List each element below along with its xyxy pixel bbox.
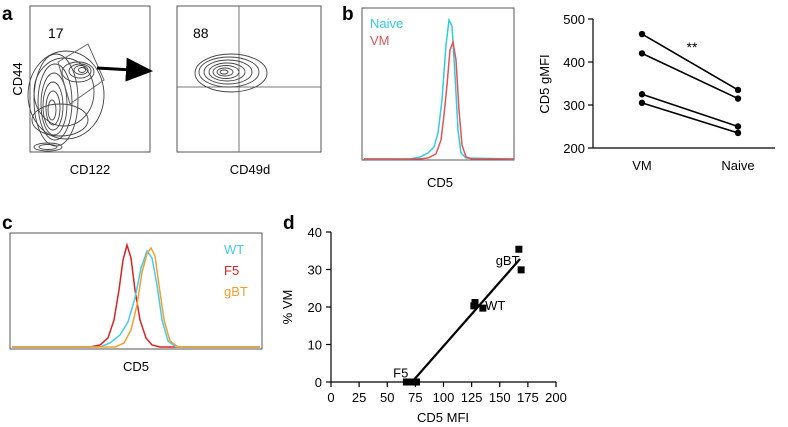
scatter-ytick-label: 10 bbox=[308, 338, 322, 353]
panel-c-hist-curve-wt bbox=[12, 249, 260, 348]
scatter-annotation-wt: WT bbox=[485, 298, 505, 313]
panel-a-plot2-xlabel: CD49d bbox=[230, 162, 270, 177]
paired-ytick-label: 500 bbox=[563, 12, 585, 27]
panel-a: a 17 CD44 CD122 bbox=[2, 4, 322, 177]
panel-b-paired-xtick-naive: Naive bbox=[721, 158, 754, 173]
panel-a-letter: a bbox=[2, 4, 13, 25]
panel-a-plot1-xlabel: CD122 bbox=[70, 162, 110, 177]
scatter-xtick-label: 200 bbox=[545, 390, 567, 405]
panel-b-histogram: b Naive VM CD5 bbox=[342, 4, 515, 190]
panel-a-arrow bbox=[96, 57, 153, 82]
scatter-point bbox=[402, 378, 410, 386]
panel-c-hist-curve-f5 bbox=[12, 242, 260, 348]
panel-a-plot2-contours bbox=[194, 53, 268, 93]
scatter-point bbox=[515, 245, 523, 253]
panel-b-letter: b bbox=[342, 4, 354, 25]
panel-d-fit-line bbox=[411, 258, 521, 383]
paired-point-pair-2-vm bbox=[638, 50, 646, 57]
panel-c-xlabel: CD5 bbox=[123, 359, 149, 374]
panel-b-legend-naive: Naive bbox=[370, 16, 403, 31]
paired-point-pair-3-naive bbox=[734, 123, 742, 130]
paired-line-pair-2 bbox=[641, 52, 739, 100]
scatter-point bbox=[517, 266, 525, 274]
scatter-xtick-label: 25 bbox=[352, 390, 366, 405]
panel-a-plot1-contours bbox=[27, 50, 105, 152]
paired-point-pair-2-naive bbox=[734, 95, 742, 102]
scatter-ytick-label: 40 bbox=[308, 225, 322, 240]
paired-ytick-label: 200 bbox=[563, 141, 585, 156]
scatter-annotation-f5: F5 bbox=[393, 366, 408, 381]
panel-a-gate-cd122 bbox=[57, 43, 105, 105]
paired-line-pair-1 bbox=[641, 33, 739, 91]
panel-d-scatter: d 0 25 50 75 100 125 150 175 200 0 10 20 30 40 F5 WT gB… bbox=[280, 213, 567, 425]
paired-point-pair-4-naive bbox=[734, 129, 742, 137]
paired-ytick-label: 400 bbox=[563, 55, 585, 70]
panel-b-hist-frame bbox=[361, 7, 515, 161]
panel-a-plot2-frame bbox=[176, 5, 322, 153]
panel-c-letter: c bbox=[2, 213, 13, 234]
scatter-ytick-label: 0 bbox=[315, 375, 322, 390]
paired-line-pair-3 bbox=[641, 93, 739, 128]
scatter-xtick-label: 150 bbox=[489, 390, 511, 405]
scatter-xtick-label: 100 bbox=[433, 390, 455, 405]
panel-b-hist-xlabel: CD5 bbox=[427, 175, 453, 190]
scatter-xtick-label: 75 bbox=[408, 390, 422, 405]
panel-b-paired-annotation: ** bbox=[687, 39, 698, 55]
panel-a-gate-percent-2: 88 bbox=[193, 25, 209, 41]
scatter-annotation-gbt: gBT bbox=[496, 253, 520, 268]
panel-b-legend-vm: VM bbox=[370, 33, 390, 48]
scatter-point bbox=[471, 299, 479, 306]
panel-b-hist-curve-vm bbox=[364, 39, 514, 160]
panel-a-plot1-ylabel: CD44 bbox=[10, 62, 25, 95]
panel-c-hist-curve-gbt bbox=[12, 246, 260, 348]
panel-c-hist-frame bbox=[9, 232, 263, 350]
panel-b-hist-curve-naive bbox=[364, 17, 515, 160]
scatter-xtick-label: 0 bbox=[327, 390, 334, 405]
panel-d-ylabel: % VM bbox=[280, 290, 295, 325]
panel-b-paired-xtick-vm: VM bbox=[632, 158, 652, 173]
panel-c-legend-wt: WT bbox=[224, 242, 244, 257]
panel-c-legend-gbt: gBT bbox=[224, 284, 248, 299]
scatter-ytick-label: 30 bbox=[308, 263, 322, 278]
scatter-point bbox=[413, 378, 420, 386]
paired-point-pair-1-vm bbox=[638, 30, 646, 38]
panel-b-paired-chart: 200 300 400 500 CD5 gMFI ** VM Naive bbox=[537, 12, 775, 173]
panel-b-paired-ylabel: CD5 gMFI bbox=[537, 54, 552, 113]
panel-a-gate-percent-1: 17 bbox=[48, 25, 64, 41]
scatter-xtick-label: 125 bbox=[461, 390, 483, 405]
paired-line-pair-4 bbox=[641, 102, 739, 134]
panel-c-legend-f5: F5 bbox=[224, 263, 239, 278]
panel-d-letter: d bbox=[283, 213, 295, 234]
paired-point-pair-4-vm bbox=[638, 99, 646, 107]
paired-point-pair-1-naive bbox=[734, 86, 742, 94]
scatter-xtick-label: 50 bbox=[380, 390, 394, 405]
paired-point-pair-3-vm bbox=[638, 91, 646, 98]
scatter-point bbox=[407, 378, 415, 386]
scatter-ytick-label: 20 bbox=[308, 300, 322, 315]
panel-d-xlabel: CD5 MFI bbox=[417, 410, 469, 425]
panel-c-histogram: c WT F5 gBT CD5 bbox=[2, 213, 263, 374]
scatter-point bbox=[479, 304, 487, 312]
paired-ytick-label: 300 bbox=[563, 98, 585, 113]
scatter-xtick-label: 175 bbox=[517, 390, 539, 405]
